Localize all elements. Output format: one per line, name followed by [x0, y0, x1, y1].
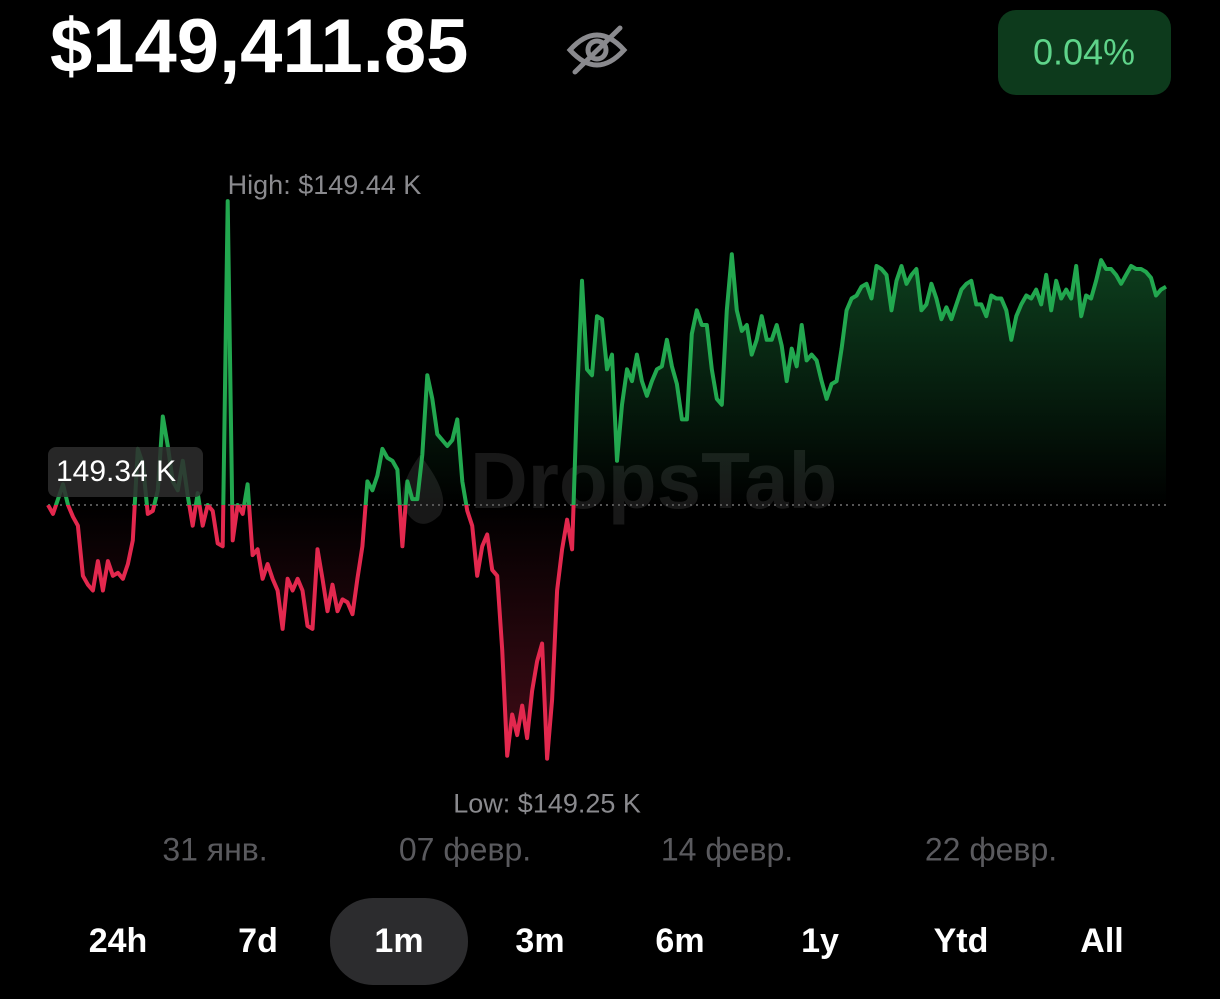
period-tab[interactable]: 1y	[801, 922, 839, 960]
change-percent: 0.04%	[1033, 32, 1135, 73]
period-tab[interactable]: 6m	[655, 922, 704, 960]
active-tab-bg	[330, 898, 468, 985]
low-label: Low: $149.25 K	[453, 789, 641, 819]
x-tick-label: 31 янв.	[162, 831, 267, 867]
period-tab[interactable]: Ytd	[934, 922, 989, 960]
area-fill	[48, 201, 1166, 759]
hide-balance-icon[interactable]	[566, 25, 628, 75]
period-tab[interactable]: All	[1080, 922, 1123, 960]
period-tab[interactable]: 24h	[89, 922, 148, 960]
baseline-label: 149.34 K	[56, 455, 176, 488]
balance: $149,411.85	[50, 4, 468, 89]
baseline-label-bg	[48, 447, 203, 497]
period-tab[interactable]: 3m	[515, 922, 564, 960]
x-tick-label: 22 февр.	[925, 831, 1057, 867]
x-tick-label: 14 февр.	[661, 831, 793, 867]
tabs: 24h 7d 1m 3m 6m 1y Ytd All	[89, 922, 1124, 960]
high-label: High: $149.44 K	[228, 170, 422, 200]
x-tick-label: 07 февр.	[399, 831, 531, 867]
period-tab[interactable]: 7d	[238, 922, 278, 960]
plot: 149.34 K High: $149.44 K Low: $149.25 K 31 …	[46, 170, 1168, 867]
change-badge	[998, 10, 1171, 95]
period-tab[interactable]: 1m	[374, 922, 423, 960]
price-line	[46, 199, 1168, 761]
